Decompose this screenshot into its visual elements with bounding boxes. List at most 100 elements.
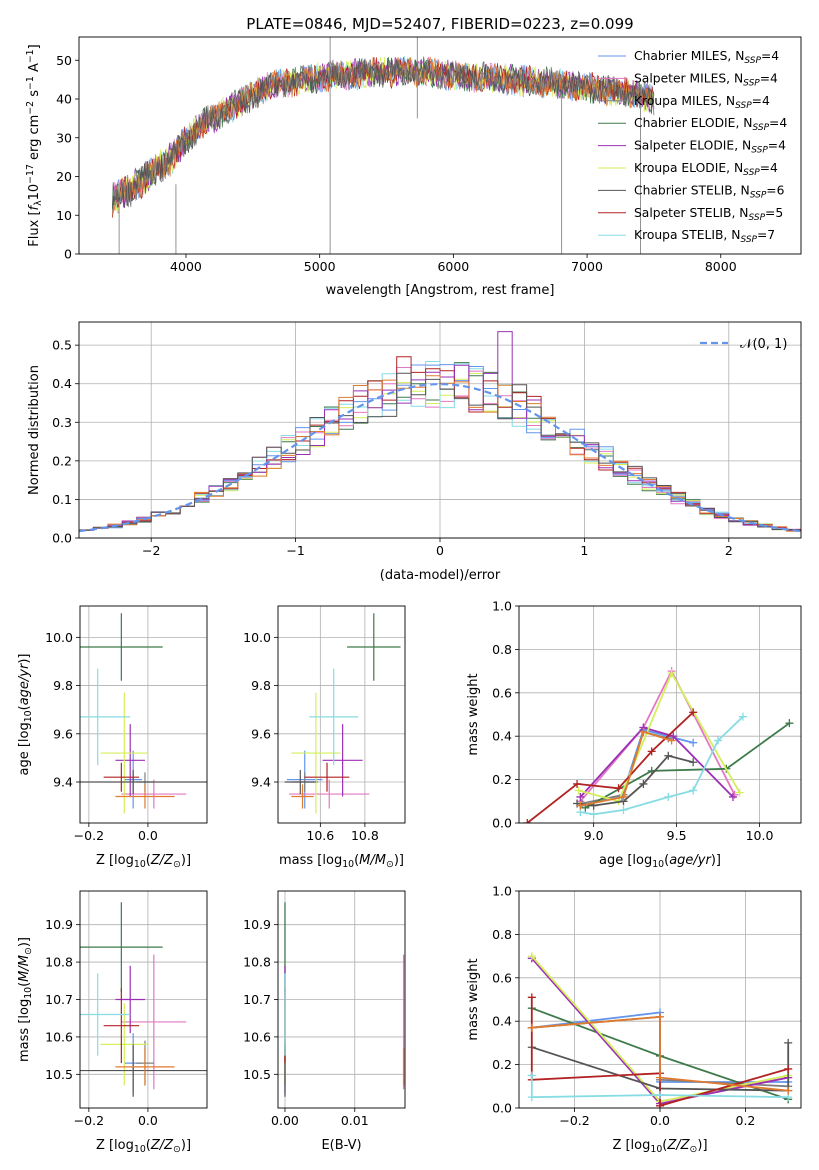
- legend-text: Chabrier MILES, N: [634, 49, 744, 63]
- label-part: Flux [: [27, 210, 42, 246]
- x-tick-label: 6000: [437, 259, 469, 274]
- label-part: erg cm: [27, 115, 42, 164]
- x-tick-label: 9.0: [584, 828, 604, 843]
- residuals-panel: −2 −1 0 1 2 0.0 0.1 0.2 0.3 0.4 0.5 𝒩(0, 1) (data-mo…: [27, 321, 802, 583]
- legend-sub: SSP: [743, 168, 760, 178]
- legend-sub: SSP: [751, 146, 768, 156]
- weight-series: [579, 669, 736, 802]
- age-vs-mass-panel: 10.6 10.8 9.4 9.6 9.8 10.0 mass [log10(M/M⊙)]: [243, 605, 406, 870]
- x-tick-label: 10.0: [746, 828, 774, 843]
- y-tick-label: 0.6: [492, 685, 512, 700]
- weight-point: [523, 819, 532, 823]
- legend-tail: =5: [765, 206, 783, 220]
- x-tick-label: 0.2: [736, 1113, 756, 1128]
- axes-frame: [79, 890, 208, 1109]
- weight-point: [669, 732, 678, 741]
- y-axis-label: mass weight: [466, 958, 481, 1040]
- label-part: ⊙: [173, 859, 181, 870]
- y-tick-label: 1.0: [492, 599, 512, 614]
- label-part: (: [354, 853, 359, 868]
- weight-point: [689, 758, 698, 767]
- axes-frame: [277, 605, 406, 824]
- legend-tail: =4: [761, 49, 779, 63]
- label-part: )]: [17, 937, 32, 947]
- axes-frame: [79, 605, 208, 824]
- label-part: 10: [23, 987, 34, 999]
- label-part: Z [log: [612, 1138, 650, 1153]
- x-tick-label: 8000: [705, 259, 737, 274]
- y-tick-label: 0.5: [52, 338, 72, 353]
- axes-frame: [518, 890, 802, 1109]
- y-tick-label: 0.4: [492, 1014, 512, 1029]
- weight-point: [667, 669, 676, 678]
- x-tick-label: −0.2: [74, 828, 104, 843]
- weight-point: [639, 779, 648, 788]
- x-tick-label: 1: [580, 543, 588, 558]
- legend-entry: Salpeter ELODIE, NSSP=4: [634, 139, 786, 156]
- label-part: −1: [25, 76, 36, 90]
- y-tick-label: 10.0: [243, 630, 271, 645]
- weight-series: [578, 671, 741, 803]
- y-tick-label: 20: [56, 169, 72, 184]
- y-tick-label: 1.0: [492, 884, 512, 899]
- weight-point: [656, 1101, 664, 1108]
- label-part: mass [log: [17, 999, 32, 1062]
- label-part: )]: [394, 853, 404, 868]
- spectrum-line: [112, 57, 655, 209]
- normal-curve: [79, 382, 801, 533]
- label-part: 10: [650, 1144, 662, 1155]
- axes-frame: [277, 890, 406, 1109]
- y-tick-label: 0: [64, 247, 72, 262]
- x-tick-label: −2: [142, 543, 160, 558]
- weight-point: [735, 788, 744, 797]
- label-part: ⊙: [690, 1144, 698, 1155]
- legend-sub: SSP: [749, 213, 766, 223]
- weight-point: [639, 727, 648, 736]
- weight-point: [656, 1073, 664, 1082]
- legend-entry: 𝒩(0, 1): [740, 337, 787, 352]
- label-part: ⊙: [23, 947, 34, 955]
- y-tick-label: 10.5: [243, 1067, 271, 1082]
- x-axis-label: age [log10(age/yr)]: [599, 853, 721, 870]
- x-axis-label: E(B-V): [321, 1138, 361, 1153]
- axes-frame: [78, 36, 802, 255]
- legend-entry: Salpeter STELIB, NSSP=5: [634, 206, 783, 223]
- y-tick-label: 0.2: [492, 772, 512, 787]
- y-tick-label: 0.8: [492, 642, 512, 657]
- label-part: (: [146, 853, 151, 868]
- legend-text: Salpeter MILES, N: [634, 71, 743, 85]
- legend-sub: SSP: [740, 235, 757, 245]
- y-tick-label: 10.5: [45, 1067, 73, 1082]
- y-tick-label: 40: [56, 92, 72, 107]
- histogram-series: [79, 372, 801, 534]
- x-tick-label: 0.00: [271, 1113, 299, 1128]
- label-part: −1: [25, 49, 36, 63]
- label-part: Z [log: [96, 853, 134, 868]
- y-tick-label: 9.8: [251, 678, 271, 693]
- label-part: A: [27, 63, 42, 76]
- legend-text: Kroupa STELIB, N: [634, 228, 740, 242]
- legend-text: Kroupa MILES, N: [634, 94, 735, 108]
- y-tick-label: 0.2: [492, 1057, 512, 1072]
- legend-text: Salpeter STELIB, N: [634, 206, 749, 220]
- x-tick-label: 10.8: [351, 828, 379, 843]
- y-axis-label: mass weight: [466, 673, 481, 755]
- weight-point: [667, 736, 676, 745]
- legend-entry: Salpeter MILES, NSSP=4: [634, 71, 778, 88]
- x-axis-label: mass [log10(M/M⊙)]: [279, 853, 404, 870]
- y-tick-label: 30: [56, 130, 72, 145]
- weight-point: [714, 736, 723, 745]
- x-tick-label: 0.01: [341, 1113, 369, 1128]
- weight-series: [579, 726, 734, 798]
- label-part: age [log: [599, 853, 652, 868]
- label-part: (: [146, 1138, 151, 1153]
- weight-point: [738, 712, 747, 721]
- legend-sub: SSP: [744, 56, 761, 66]
- weight-point: [689, 738, 698, 747]
- y-tick-label: 9.4: [53, 775, 73, 790]
- weight-point: [527, 993, 536, 1002]
- weight-point: [589, 810, 598, 819]
- legend-tail: =4: [752, 94, 770, 108]
- legend-entry: Chabrier ELODIE, NSSP=4: [634, 116, 787, 133]
